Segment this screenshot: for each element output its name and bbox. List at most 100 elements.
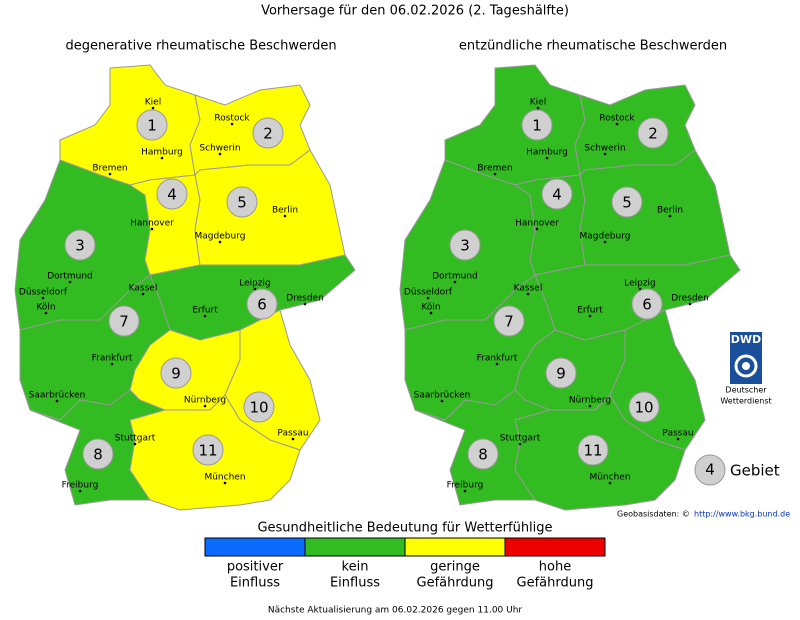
source-url[interactable]: http://www.bkg.bund.de: [694, 510, 790, 519]
legend-label: Einfluss: [230, 576, 280, 591]
region-marker: [156, 178, 188, 210]
city-label: Stuttgart: [115, 434, 156, 444]
city-label: Freiburg: [62, 481, 99, 491]
city-label: Köln: [36, 303, 55, 313]
city-label: Bremen: [477, 164, 512, 174]
footer: Nächste Aktualisierung am 06.02.2026 geg…: [268, 606, 523, 616]
region-marker: [493, 305, 525, 337]
city-label: Passau: [662, 429, 693, 439]
region-marker: [521, 109, 553, 141]
region-number: 6: [642, 296, 652, 314]
region-number: 6: [257, 296, 267, 314]
city-label: Magdeburg: [195, 232, 246, 242]
region-marker: [226, 186, 258, 218]
city-label: Leipzig: [624, 279, 656, 289]
region-number: 1: [147, 117, 157, 135]
key-circle: [694, 454, 726, 486]
city-dot: [110, 362, 114, 366]
city-dot: [68, 280, 72, 284]
region-number: 3: [75, 237, 85, 255]
legend-label: Einfluss: [330, 576, 380, 591]
region: [444, 64, 586, 186]
city-dot: [133, 442, 137, 446]
city-dot: [253, 287, 257, 291]
city-dot: [230, 122, 234, 126]
city-label: Dortmund: [47, 272, 93, 282]
region-marker: [545, 357, 577, 389]
city-dot: [303, 302, 307, 306]
city-dot: [518, 442, 522, 446]
legend-label: hohe: [539, 560, 571, 575]
region-marker: [541, 178, 573, 210]
region-marker: [136, 109, 168, 141]
city-dot: [545, 156, 549, 160]
logo-abbr: DWD: [731, 333, 761, 346]
legend-swatch: [404, 537, 506, 557]
city-label: Hannover: [130, 219, 174, 229]
city-dot: [218, 152, 222, 156]
city-dot: [688, 302, 692, 306]
city-dot: [426, 296, 430, 300]
region-number: 9: [556, 365, 566, 383]
city-label: Düsseldorf: [19, 288, 68, 298]
city-label: Schwerin: [584, 144, 625, 154]
legend-swatch: [504, 537, 606, 557]
region-number: 4: [167, 186, 177, 204]
logo-swirl: [734, 354, 758, 378]
city-label: Berlin: [657, 206, 683, 216]
city-dot: [603, 152, 607, 156]
region-marker: [160, 357, 192, 389]
city-dot: [223, 481, 227, 485]
city-label: Kiel: [145, 98, 161, 108]
region-number: 10: [249, 399, 268, 417]
map-title: degenerative rheumatische Beschwerden: [65, 39, 336, 54]
logo-swirl: [742, 362, 750, 370]
region-marker: [252, 117, 284, 149]
region: [189, 84, 311, 177]
city-dot: [588, 314, 592, 318]
city-dot: [141, 292, 145, 296]
city-dot: [429, 311, 433, 315]
region-marker: [467, 438, 499, 470]
city-dot: [588, 404, 592, 408]
city-label: Rostock: [599, 114, 635, 124]
region-marker: [192, 434, 224, 466]
region-number: 7: [504, 313, 514, 331]
city-dot: [668, 214, 672, 218]
dwd-logo: DWD Deutscher Wetterdienst: [720, 332, 772, 406]
region-number: 11: [583, 442, 602, 460]
city-label: Magdeburg: [580, 232, 631, 242]
city-dot: [676, 437, 680, 441]
region-marker: [82, 438, 114, 470]
city-label: Düsseldorf: [404, 288, 453, 298]
city-dot: [535, 227, 539, 231]
region-number: 8: [93, 446, 103, 464]
city-label: Stuttgart: [500, 434, 541, 444]
region-number: 5: [237, 194, 247, 212]
page-title: Vorhersage für den 06.02.2026 (2. Tagesh…: [261, 4, 569, 19]
city-label: Kassel: [514, 284, 543, 294]
city-dot: [638, 287, 642, 291]
city-label: Hannover: [515, 219, 559, 229]
city-label: Rostock: [214, 114, 250, 124]
region-number: 8: [478, 446, 488, 464]
city-label: Saarbrücken: [29, 391, 86, 401]
region-number: 11: [198, 442, 217, 460]
city-dot: [151, 106, 155, 110]
region: [574, 84, 696, 177]
key-number: 4: [705, 461, 715, 479]
city-label: Nürnberg: [184, 396, 226, 406]
region-number: 2: [648, 125, 658, 143]
city-label: Berlin: [272, 206, 298, 216]
city-label: Freiburg: [447, 481, 484, 491]
city-dot: [203, 314, 207, 318]
city-label: Schwerin: [199, 144, 240, 154]
city-dot: [78, 489, 82, 493]
city-dot: [536, 106, 540, 110]
city-dot: [108, 172, 112, 176]
city-dot: [44, 311, 48, 315]
map: Kiel Rostock Hamburg Schwerin Bremen Hannover…: [399, 64, 741, 511]
legend-swatch: [304, 537, 406, 557]
region-number: 5: [622, 194, 632, 212]
